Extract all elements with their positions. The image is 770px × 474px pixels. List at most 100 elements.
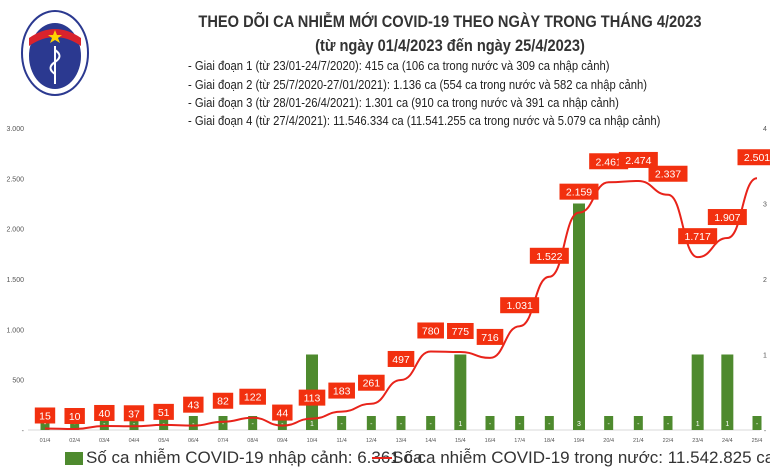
data-label-box <box>239 388 266 405</box>
data-label: 780 <box>422 325 440 337</box>
data-label-box <box>328 382 355 399</box>
data-label: 261 <box>363 378 381 390</box>
bar-imported <box>752 416 762 430</box>
bar-label: - <box>133 421 136 428</box>
data-label: 122 <box>244 392 262 404</box>
bar-label: 1 <box>696 421 700 428</box>
data-label-box <box>476 328 504 345</box>
note-phase-4: - Giai đoạn 4 (từ 27/4/2021): 11.546.334… <box>188 114 661 128</box>
bar-imported <box>515 416 525 430</box>
data-label-box <box>153 403 174 420</box>
data-label: 2.337 <box>655 169 681 181</box>
note-phase-3: - Giai đoạn 3 (từ 28/01-26/4/2021): 1.30… <box>188 96 619 110</box>
x-tick-label: 15/4 <box>455 438 466 444</box>
bar-imported <box>277 416 287 430</box>
bar-imported <box>691 354 704 430</box>
data-label: 37 <box>128 408 140 420</box>
data-label: 2.501 <box>744 152 770 164</box>
bar-label: 3 <box>577 421 581 428</box>
data-label: 15 <box>39 410 51 422</box>
chart-title: THEO DÕI CA NHIỄM MỚI COVID-19 THEO NGÀY… <box>198 12 702 31</box>
bar-imported <box>604 416 614 430</box>
y-right-tick: 1 <box>763 353 767 360</box>
bar-imported <box>366 416 376 430</box>
data-label: 2.461 <box>596 156 622 168</box>
x-tick-label: 22/4 <box>663 438 674 444</box>
legend-line-swatch <box>372 457 392 459</box>
data-label: 1.907 <box>714 212 740 224</box>
x-tick-label: 10/4 <box>307 438 318 444</box>
chart-subtitle: (từ ngày 01/4/2023 đến ngày 25/4/2023) <box>315 36 585 55</box>
data-label: 40 <box>98 408 110 420</box>
data-label: 2.159 <box>566 187 592 199</box>
bar-imported <box>218 416 228 430</box>
legend-bar-swatch <box>65 451 83 465</box>
note-phase-1: - Giai đoạn 1 (từ 23/01-24/7/2020): 415 … <box>188 59 610 73</box>
x-tick-label: 19/4 <box>574 438 585 444</box>
x-tick-label: 05/4 <box>158 438 169 444</box>
data-label-box <box>298 389 326 406</box>
y-left-tick: 2.000 <box>6 227 24 234</box>
bar-label: - <box>340 421 343 428</box>
x-tick-label: 13/4 <box>396 438 407 444</box>
bar-label: - <box>400 421 403 428</box>
bar-imported <box>721 354 734 430</box>
data-label: 497 <box>392 354 410 366</box>
x-tick-label: 08/4 <box>247 438 258 444</box>
bar-label: - <box>518 421 521 428</box>
bar-label: - <box>548 421 551 428</box>
data-label-box <box>212 392 234 409</box>
bar-label: - <box>251 421 254 428</box>
x-tick-label: 12/4 <box>366 438 377 444</box>
line-domestic <box>44 177 758 430</box>
bar-label: 1 <box>458 421 462 428</box>
data-label: 1.031 <box>507 300 533 312</box>
y-right-tick: - <box>764 428 767 435</box>
x-tick-label: 18/4 <box>544 438 555 444</box>
data-label: 44 <box>276 408 288 420</box>
data-label-box <box>589 153 629 170</box>
bar-label: - <box>429 421 432 428</box>
data-label-box <box>123 405 145 422</box>
x-tick-label: 07/4 <box>218 438 229 444</box>
bar-imported <box>426 416 436 430</box>
bar-imported <box>663 416 673 430</box>
x-tick-label: 14/4 <box>425 438 436 444</box>
bar-label: - <box>73 421 76 428</box>
note-phase-2: - Giai đoạn 2 (từ 25/7/2020-27/01/2021):… <box>188 78 647 92</box>
data-label-box <box>648 165 688 182</box>
data-label-box <box>358 374 385 391</box>
data-label-box <box>34 407 56 424</box>
x-tick-label: 16/4 <box>485 438 496 444</box>
data-label-box <box>618 151 658 168</box>
bar-imported <box>573 203 585 430</box>
bar-label: 1 <box>310 421 314 428</box>
ministry-of-health-logo <box>21 10 89 96</box>
data-label-box <box>64 407 85 424</box>
x-tick-label: 20/4 <box>603 438 614 444</box>
legend-domestic: Số ca nhiễm COVID-19 trong nước: 11.542.… <box>372 448 770 468</box>
legend-imported: Số ca nhiễm COVID-19 nhập cảnh: 6.361 ca <box>65 448 422 468</box>
y-left-tick: 1.500 <box>6 277 24 284</box>
data-label-box <box>94 404 115 421</box>
x-tick-label: 11/4 <box>337 438 347 444</box>
bar-label: - <box>370 421 373 428</box>
data-label: 1.522 <box>536 251 562 263</box>
data-label: 1.717 <box>685 231 711 243</box>
data-label-box <box>737 149 770 166</box>
bar-label: - <box>222 421 225 428</box>
x-tick-label: 24/4 <box>722 438 733 444</box>
data-label: 82 <box>217 396 229 408</box>
x-tick-label: 06/4 <box>188 438 199 444</box>
data-label: 2.474 <box>625 155 651 167</box>
data-label-box <box>500 297 540 314</box>
x-tick-label: 01/4 <box>40 438 51 444</box>
data-label: 51 <box>158 407 170 419</box>
bar-imported <box>633 416 643 430</box>
bar-imported <box>396 416 406 430</box>
x-tick-label: 03/4 <box>99 438 110 444</box>
data-label: 113 <box>304 393 321 405</box>
data-label: 183 <box>333 386 351 398</box>
data-label-box <box>707 209 747 226</box>
